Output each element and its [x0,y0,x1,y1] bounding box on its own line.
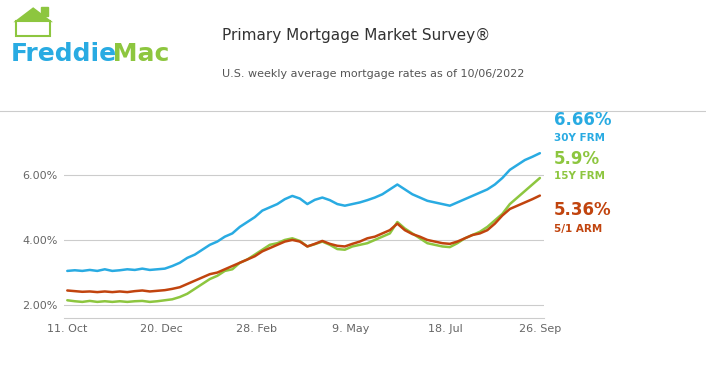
Text: 5.9%: 5.9% [554,151,600,168]
Text: Mac: Mac [104,42,170,65]
Bar [41,7,48,16]
Text: U.S. weekly average mortgage rates as of 10/06/2022: U.S. weekly average mortgage rates as of… [222,69,525,79]
Bar [16,20,51,36]
Text: Primary Mortgage Market Survey®: Primary Mortgage Market Survey® [222,28,491,43]
Text: Freddie: Freddie [11,42,116,65]
Text: 6.66%: 6.66% [554,111,611,129]
Text: 5.36%: 5.36% [554,201,612,219]
Text: 30Y FRM: 30Y FRM [554,134,605,144]
Text: 5/1 ARM: 5/1 ARM [554,224,602,234]
Polygon shape [13,7,53,22]
Text: 15Y FRM: 15Y FRM [554,171,605,181]
